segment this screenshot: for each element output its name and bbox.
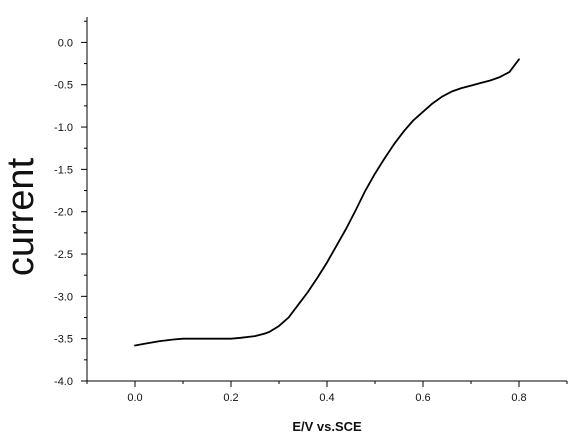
x-tick-label: 0.2 <box>223 392 238 404</box>
y-tick-label: 0.0 <box>58 37 73 49</box>
y-tick-label: -0.5 <box>54 80 73 92</box>
x-axis: 0.0 0.2 0.4 0.6 0.8 <box>86 380 568 404</box>
y-axis-title: current <box>0 157 42 276</box>
x-tick-label: 0.8 <box>511 392 526 404</box>
series-layer <box>134 58 520 347</box>
y-tick-label: -1.0 <box>54 122 73 134</box>
y-axis: 0.0 -0.5 -1.0 -1.5 -2.0 -2.5 -3.0 -3.5 -4.0 <box>54 17 88 388</box>
y-tick-label: -2.5 <box>54 249 73 261</box>
series-line <box>134 58 520 347</box>
y-tick-label: -3.0 <box>54 291 73 303</box>
x-tick-label: 0.0 <box>127 392 142 404</box>
y-tick-label: -2.0 <box>54 207 73 219</box>
x-tick-label: 0.4 <box>319 392 334 404</box>
x-tick-label: 0.6 <box>415 392 430 404</box>
y-tick-label: -1.5 <box>54 164 73 176</box>
y-tick-label: -4.0 <box>54 376 73 388</box>
x-axis-title: E/V vs.SCE <box>292 419 362 434</box>
y-tick-label: -3.5 <box>54 334 73 346</box>
